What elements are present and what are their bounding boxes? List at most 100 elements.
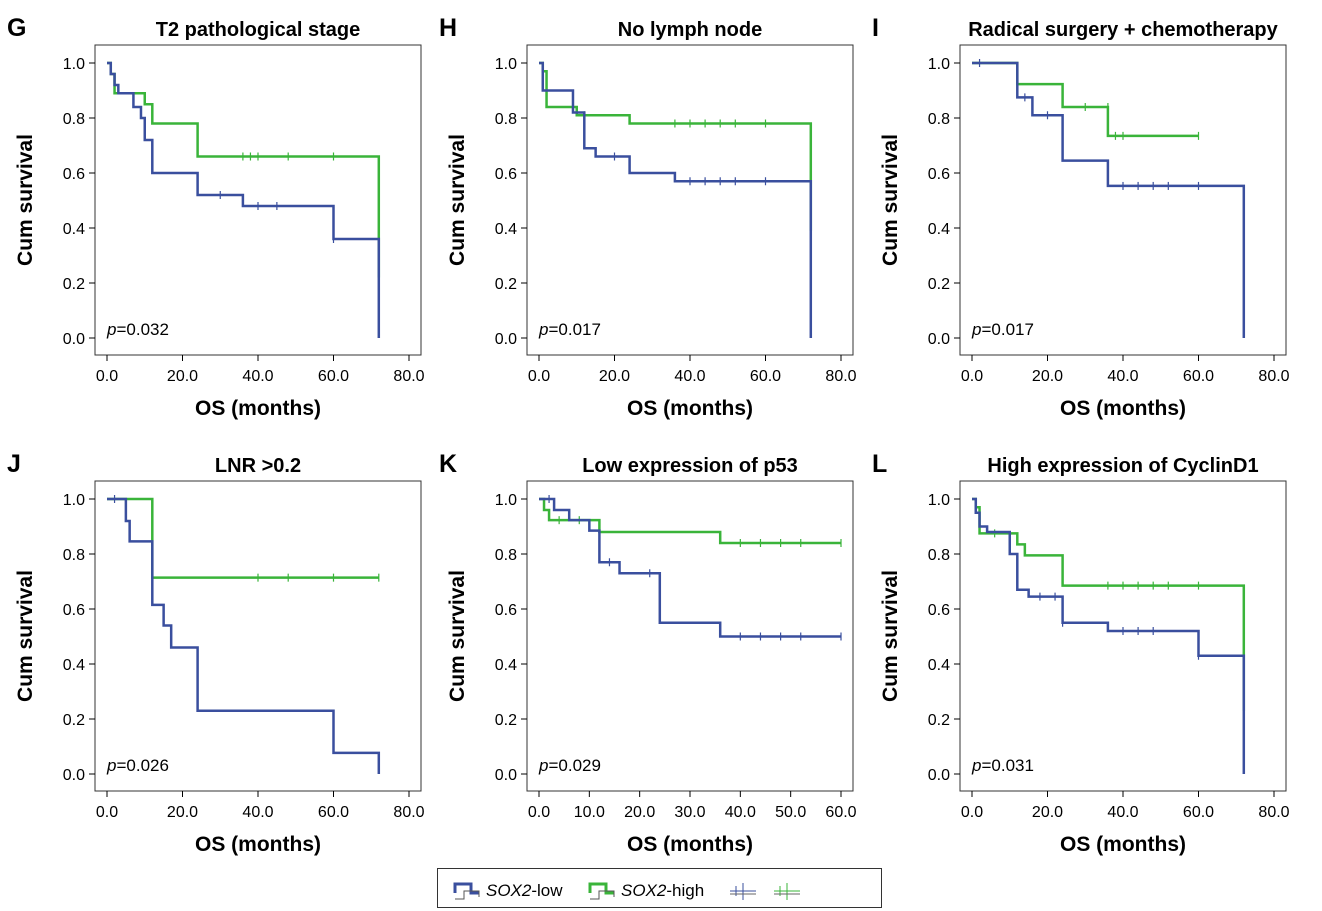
panel-i: I Radical surgery + chemotherapy 0.0 0.2 0.4… [872,14,1290,420]
plot-frame [94,480,422,792]
legend-high-swatch-icon [588,882,615,900]
y-tick-label: 0.2 [928,276,950,293]
p-value: p=0.017 [538,320,601,339]
p-value-symbol: p [106,756,116,775]
panel-letter: G [7,14,26,42]
y-tick-label: 0.0 [63,331,85,348]
x-tick-label: 20.0 [1032,804,1063,821]
y-tick-label: 0.4 [495,657,517,674]
km-curve-high [107,497,379,579]
x-tick-label: 80.0 [393,804,424,821]
legend-high-suffix: -high [666,881,704,900]
y-tick-label: 0.2 [63,712,85,729]
panel-letter: H [439,14,457,42]
p-value: p=0.017 [971,320,1034,339]
x-tick-label: 60.0 [1183,368,1214,385]
y-tick-label: 0.0 [495,767,517,784]
chart-title: Low expression of p53 [582,455,798,477]
y-axis-label: Cum survival [14,134,37,266]
chart-title: Radical surgery + chemotherapy [968,19,1278,41]
panel-letter: K [439,450,457,478]
y-tick-label: 0.0 [495,331,517,348]
panel-j: J LNR >0.2 0.0 0.2 0.4 0.6 0.8 1.0 0.0 20.0 40.0 60… [7,450,425,856]
y-tick-label: 0.4 [928,657,950,674]
x-tick-label: 20.0 [624,804,655,821]
y-tick-label: 1.0 [495,492,517,509]
y-tick-label: 0.0 [928,767,950,784]
km-curve-low [539,61,813,338]
x-tick-label: 20.0 [167,804,198,821]
plot-frame [959,480,1287,792]
x-axis-label: OS (months) [1060,397,1186,420]
y-tick-label: 0.8 [495,547,517,564]
panel-letter: J [7,450,21,478]
x-tick-label: 80.0 [1258,368,1289,385]
y-tick-label: 0.6 [63,602,85,619]
y-tick-label: 0.2 [495,276,517,293]
x-axis-label: OS (months) [1060,833,1186,856]
x-axis-label: OS (months) [627,833,753,856]
x-tick-label: 30.0 [674,804,705,821]
chart-title: No lymph node [618,19,762,41]
x-tick-label: 0.0 [528,368,550,385]
legend-high-censor-icon [774,883,800,900]
y-tick-label: 0.4 [928,221,950,238]
p-value-number: =0.029 [548,756,600,775]
x-tick-label: 60.0 [318,368,349,385]
chart-title: T2 pathological stage [156,19,360,41]
x-tick-label: 80.0 [393,368,424,385]
km-curve-low [107,61,381,338]
x-tick-label: 0.0 [961,804,983,821]
y-axis-label: Cum survival [879,570,902,702]
y-tick-label: 0.8 [63,547,85,564]
chart-title: LNR >0.2 [215,455,301,477]
x-tick-label: 0.0 [961,368,983,385]
legend-low-swatch-icon [453,882,480,900]
p-value: p=0.031 [971,756,1034,775]
legend: SOX2-low SOX2-high [437,868,882,908]
y-tick-label: 0.6 [63,166,85,183]
x-tick-label: 0.0 [528,804,550,821]
panel-l: L High expression of CyclinD1 0.0 0.2 0.4 0.6… [872,450,1290,856]
x-tick-label: 60.0 [750,368,781,385]
p-value-number: =0.032 [116,320,168,339]
svg-text:SOX2-low: SOX2-low [486,881,563,900]
legend-high-gene: SOX2 [621,881,667,900]
panel-k: K Low expression of p53 0.0 0.2 0.4 0.6 0.8 1.0… [439,450,857,856]
p-value-number: =0.017 [981,320,1033,339]
x-tick-label: 60.0 [318,804,349,821]
y-axis-label: Cum survival [446,134,469,266]
panel-letter: I [872,14,879,42]
x-tick-label: 10.0 [574,804,605,821]
x-tick-label: 40.0 [1107,368,1138,385]
p-value: p=0.032 [106,320,169,339]
p-value-symbol: p [538,320,548,339]
y-tick-label: 0.0 [63,767,85,784]
x-tick-label: 40.0 [674,368,705,385]
x-tick-label: 40.0 [1107,804,1138,821]
p-value-symbol: p [106,320,116,339]
y-tick-label: 0.2 [495,712,517,729]
p-value-number: =0.026 [116,756,168,775]
p-value-number: =0.031 [981,756,1033,775]
panel-h: H No lymph node 0.0 0.2 0.4 0.6 0.8 1.0 0.0 20.0 4… [439,14,857,420]
x-tick-label: 80.0 [1258,804,1289,821]
x-tick-label: 20.0 [167,368,198,385]
plot-frame [959,44,1287,356]
p-value-symbol: p [971,756,981,775]
y-axis-label: Cum survival [14,570,37,702]
plot-frame [94,44,422,356]
y-tick-label: 0.6 [928,166,950,183]
y-tick-label: 0.2 [928,712,950,729]
panel-letter: L [872,450,887,478]
x-axis-label: OS (months) [627,397,753,420]
p-value: p=0.026 [106,756,169,775]
km-curve-low [972,497,1246,774]
p-value: p=0.029 [538,756,601,775]
y-tick-label: 0.8 [495,111,517,128]
svg-text:SOX2-high: SOX2-high [621,881,704,900]
y-tick-label: 0.4 [495,221,517,238]
p-value-symbol: p [538,756,548,775]
y-tick-label: 0.8 [928,547,950,564]
y-tick-label: 0.4 [63,657,85,674]
